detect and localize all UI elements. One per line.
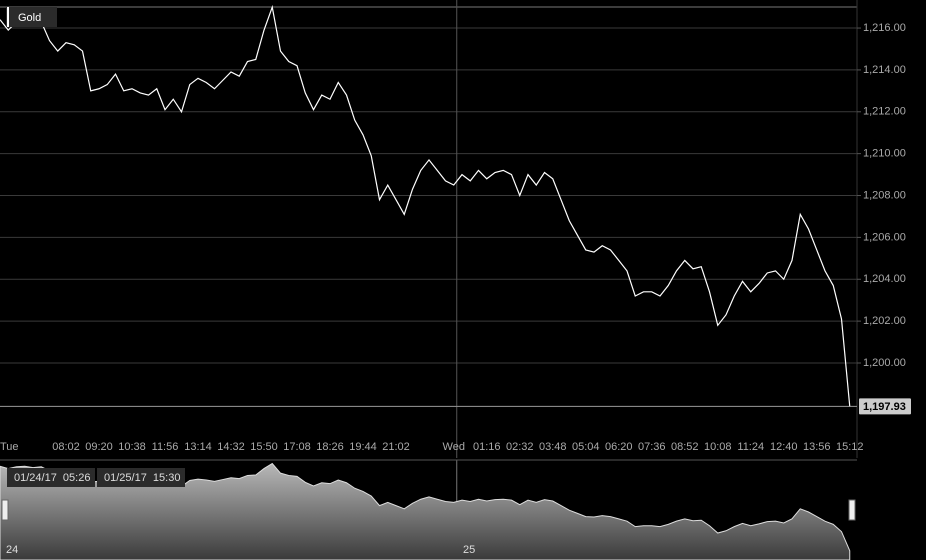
- legend-label: Gold: [18, 12, 41, 24]
- x-tick-label: 10:08: [704, 441, 732, 453]
- range-end[interactable]: 01/25/17 15:30: [104, 472, 180, 484]
- x-tick-label: 13:14: [184, 441, 212, 453]
- x-tick-label: 08:02: [52, 441, 80, 453]
- x-tick-label: 07:36: [638, 441, 666, 453]
- navigator-handle[interactable]: [848, 499, 856, 521]
- x-tick-label: 06:20: [605, 441, 633, 453]
- last-price-label: 1,197.93: [863, 401, 906, 413]
- x-tick-label: 14:32: [217, 441, 245, 453]
- y-tick-label: 1,206.00: [863, 231, 906, 243]
- x-tick-label: 11:24: [737, 441, 764, 453]
- x-tick-label: 15:12: [836, 441, 864, 453]
- range-end-box[interactable]: [97, 468, 185, 487]
- x-tick-label: 12:40: [770, 441, 798, 453]
- x-tick-label: 10:38: [118, 441, 146, 453]
- y-tick-label: 1,204.00: [863, 273, 906, 285]
- y-tick-label: 1,214.00: [863, 64, 906, 76]
- legend-box: [6, 7, 57, 27]
- y-tick-label: 1,208.00: [863, 189, 906, 201]
- x-tick-label: 19:44: [349, 441, 377, 453]
- last-price-box: [859, 398, 911, 415]
- y-tick-label: 1,216.00: [863, 22, 906, 34]
- range-start[interactable]: 01/24/17 05:26: [14, 472, 90, 484]
- x-tick-label: Wed: [443, 441, 465, 453]
- range-start-box[interactable]: [7, 468, 95, 487]
- x-tick-label: 13:56: [803, 441, 831, 453]
- y-tick-label: 1,200.00: [863, 357, 906, 369]
- x-tick-label: 08:52: [671, 441, 699, 453]
- y-tick-label: 1,212.00: [863, 106, 906, 118]
- x-tick-label: 01:16: [473, 441, 501, 453]
- x-tick-label: 17:08: [283, 441, 311, 453]
- x-tick-label: 02:32: [506, 441, 534, 453]
- x-tick-label: 18:26: [316, 441, 344, 453]
- x-tick-label: 05:04: [572, 441, 600, 453]
- x-tick-label: 03:48: [539, 441, 567, 453]
- x-tick-label: 11:56: [152, 441, 179, 453]
- y-tick-label: 1,210.00: [863, 148, 906, 160]
- day-label: 24: [6, 544, 18, 556]
- x-tick-label: 15:50: [250, 441, 278, 453]
- navigator-handle[interactable]: [1, 499, 9, 521]
- x-tick-label: 09:20: [85, 441, 113, 453]
- price-line: [0, 4, 851, 407]
- x-tick-label: Tue: [0, 441, 19, 453]
- x-tick-label: 21:02: [382, 441, 410, 453]
- day-label: 25: [463, 544, 475, 556]
- y-tick-label: 1,202.00: [863, 315, 906, 327]
- legend-swatch: [7, 7, 9, 27]
